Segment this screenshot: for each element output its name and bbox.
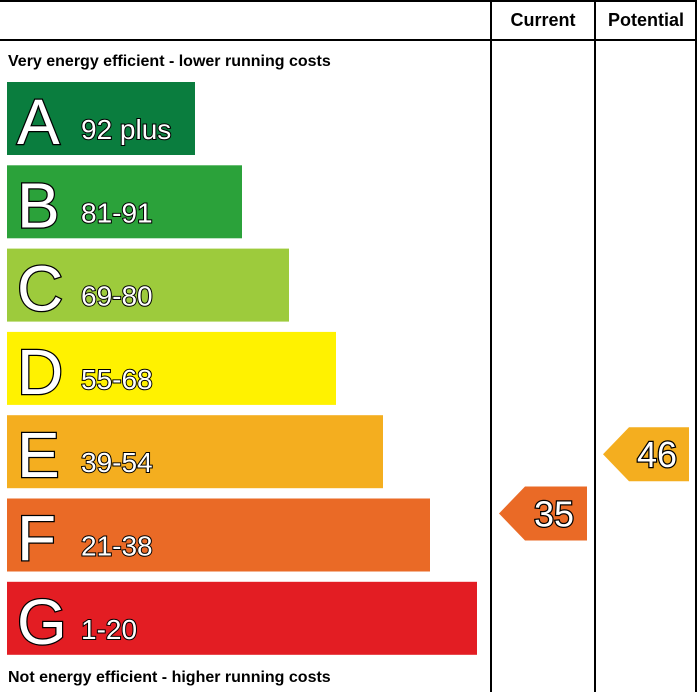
bottom-efficiency-note: Not energy efficient - higher running co… — [8, 669, 331, 686]
rating-indicators: 35 46 — [499, 427, 689, 541]
band-c-bar — [7, 248, 289, 322]
current-rating-arrow — [499, 486, 587, 541]
band-d-letter: D — [17, 336, 63, 408]
band-b-letter: B — [17, 169, 60, 241]
band-d-range: 55-68 — [81, 364, 153, 395]
band-g-bar — [7, 581, 477, 655]
band-d-bar — [7, 331, 336, 405]
band-a-bar — [7, 82, 195, 155]
band-a-range: 92 plus — [81, 114, 171, 145]
band-g-range: 1-20 — [81, 614, 137, 645]
band-f-bar — [7, 498, 430, 572]
band-e-letter: E — [17, 419, 60, 491]
band-b-bar — [7, 165, 242, 239]
current-column-header: Current — [510, 10, 575, 30]
band-c-letter: C — [17, 253, 63, 325]
band-e-bar — [7, 415, 383, 489]
band-f-letter: F — [17, 503, 56, 575]
top-efficiency-note: Very energy efficient - lower running co… — [8, 53, 331, 70]
band-c-range: 69-80 — [81, 281, 153, 312]
band-a-letter: A — [17, 86, 60, 158]
current-rating-value: 35 — [534, 494, 574, 535]
potential-rating-value: 46 — [637, 434, 677, 475]
band-g-letter: G — [17, 586, 67, 658]
band-b-range: 81-91 — [81, 197, 153, 228]
potential-column-header: Potential — [608, 10, 684, 30]
rating-bands: A 92 plus B 81-91 C 69-80 D 55-68 E 39-54 F 21-38 G 1… — [7, 82, 477, 659]
band-e-range: 39-54 — [81, 447, 153, 478]
band-f-range: 21-38 — [81, 531, 153, 562]
potential-rating-arrow — [603, 427, 689, 482]
